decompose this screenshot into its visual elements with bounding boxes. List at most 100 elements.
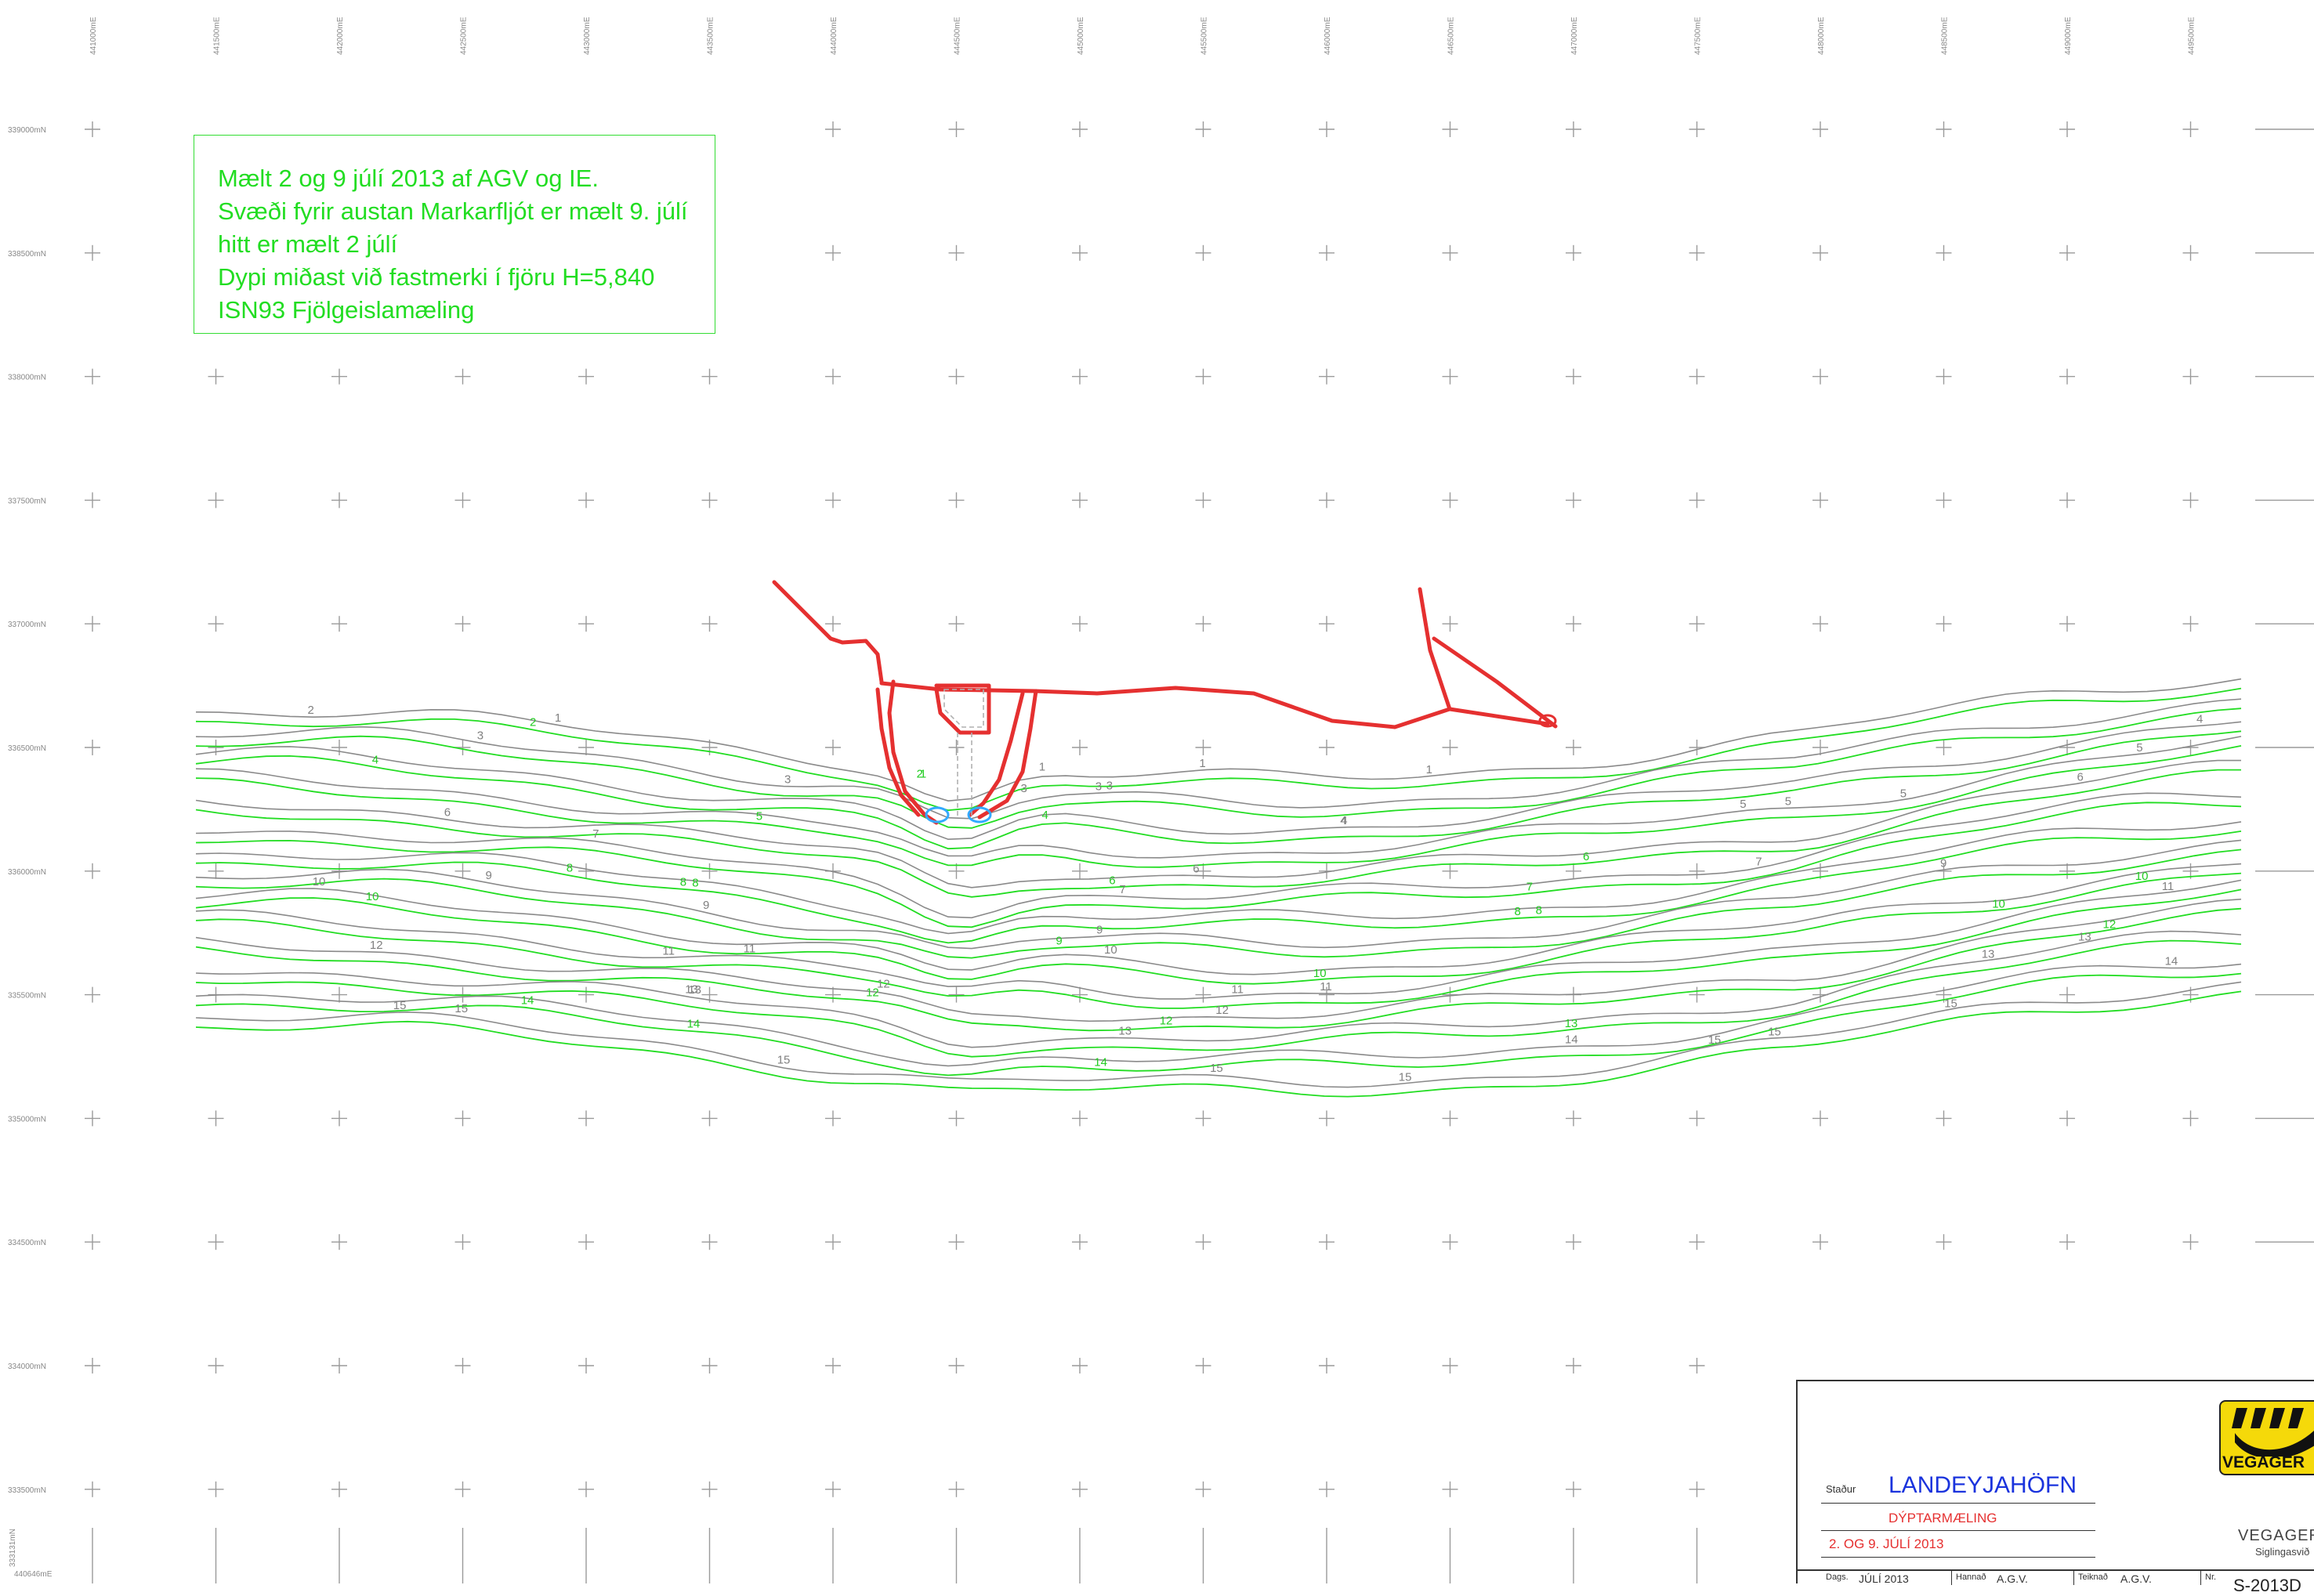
grid-cross bbox=[1689, 863, 1705, 879]
grid-cross bbox=[578, 1234, 594, 1250]
depth-label: 4 bbox=[372, 753, 378, 766]
depth-label: 1 bbox=[920, 767, 926, 780]
depth-contour-6m bbox=[195, 759, 2241, 888]
easting-tick-label: 445000mE bbox=[1077, 16, 1085, 55]
grid-cross bbox=[1566, 368, 1581, 385]
northing-tick-label: 338000mN bbox=[8, 374, 46, 382]
vegagerdin-logo: VEGAGER bbox=[2219, 1400, 2314, 1475]
grid-cross bbox=[1319, 1234, 1334, 1250]
depth-label: 2 bbox=[308, 704, 314, 717]
grid-cross bbox=[825, 368, 841, 385]
grid-cross bbox=[85, 368, 100, 385]
grid-cross bbox=[948, 244, 965, 261]
grid-cross bbox=[1072, 121, 1088, 137]
depth-label: 9 bbox=[703, 899, 709, 912]
depth-contour-15m bbox=[195, 990, 2242, 1098]
grid-cross bbox=[331, 1234, 347, 1250]
easting-tick-label: 441000mE bbox=[89, 16, 98, 55]
drawn-value: A.G.V. bbox=[2120, 1572, 2152, 1585]
grid-cross bbox=[1072, 368, 1088, 385]
easting-tick-label: 446000mE bbox=[1324, 16, 1332, 55]
grid-cross bbox=[1812, 863, 1828, 879]
grid-cross bbox=[208, 368, 224, 385]
depth-label: 9 bbox=[1056, 934, 1062, 947]
depth-contour-3m bbox=[195, 698, 2242, 820]
easting-tick-label: 448500mE bbox=[1941, 16, 1950, 55]
grid-cross bbox=[1566, 1481, 1581, 1497]
easting-tick-label: 449500mE bbox=[2188, 16, 2196, 55]
depth-label: 11 bbox=[1231, 983, 1244, 996]
depth-contour-10m bbox=[195, 863, 2242, 975]
grid-cross bbox=[331, 1481, 347, 1497]
depth-label: 7 bbox=[1755, 856, 1762, 869]
grid-cross bbox=[1072, 492, 1088, 508]
depth-contour-2m bbox=[195, 687, 2242, 812]
depth-label: 10 bbox=[1992, 897, 2005, 910]
title-block: Staður LANDEYJAHÖFN DÝPTARMÆLING 2. OG 9… bbox=[1796, 1380, 2314, 1595]
depth-contour-4m bbox=[195, 721, 2242, 841]
grid-cross bbox=[1812, 740, 1828, 755]
grid-cross bbox=[1195, 121, 1211, 137]
drawn-label: Teiknað bbox=[2078, 1572, 2108, 1582]
grid-cross bbox=[1072, 1358, 1088, 1373]
northing-tick-label: 338500mN bbox=[8, 250, 46, 259]
grid-cross bbox=[1442, 863, 1458, 879]
title-divider-1 bbox=[1821, 1503, 2095, 1504]
northing-tick-label: 333500mN bbox=[8, 1486, 46, 1495]
grid-cross bbox=[1812, 1110, 1828, 1127]
depth-label: 10 bbox=[366, 890, 379, 903]
grid-cross bbox=[1072, 244, 1088, 261]
grid-cross bbox=[1195, 244, 1211, 261]
grid-cross bbox=[331, 492, 347, 508]
grid-cross bbox=[331, 1358, 347, 1373]
grid-cross bbox=[1072, 1110, 1088, 1127]
easting-tick-label: 441500mE bbox=[213, 16, 222, 55]
depth-label: 5 bbox=[1785, 794, 1791, 808]
depth-contour-12m bbox=[195, 898, 2242, 1022]
title-bottom-row bbox=[1798, 1569, 2314, 1571]
grid-cross bbox=[701, 1481, 718, 1497]
grid-cross bbox=[2059, 616, 2075, 632]
grid-cross bbox=[1442, 1358, 1458, 1373]
grid-cross bbox=[948, 740, 965, 755]
grid-cross bbox=[1319, 1481, 1334, 1497]
western-access-road bbox=[772, 580, 884, 684]
grid-cross bbox=[1072, 1234, 1088, 1250]
easting-tick-label: 443000mE bbox=[583, 16, 592, 55]
west-breakwater-outer bbox=[875, 687, 921, 817]
grid-cross bbox=[825, 616, 841, 632]
grid-cross bbox=[2182, 244, 2199, 261]
depth-label: 12 bbox=[1215, 1004, 1229, 1017]
grid-cross bbox=[85, 1234, 100, 1250]
grid-cross bbox=[1566, 1358, 1581, 1373]
grid-cross bbox=[1566, 121, 1581, 137]
easting-tick-label: 449000mE bbox=[2064, 16, 2073, 55]
grid-cross bbox=[331, 616, 347, 632]
depth-contour-4m bbox=[195, 730, 2242, 850]
grid-cross bbox=[331, 986, 347, 1003]
note-line-2: Svæði fyrir austan Markarfljót er mælt 9… bbox=[218, 197, 688, 225]
depth-label: 12 bbox=[877, 977, 890, 990]
number-label: Nr. bbox=[2205, 1572, 2217, 1582]
depth-label: 13 bbox=[2078, 931, 2091, 944]
logo-wordmark: VEGAGER bbox=[2222, 1453, 2305, 1471]
grid-cross bbox=[454, 1234, 471, 1250]
depth-label: 2 bbox=[530, 716, 536, 729]
grid-cross bbox=[1072, 863, 1088, 879]
grid-cross bbox=[1442, 244, 1458, 261]
depth-contour-2m bbox=[195, 678, 2242, 802]
northing-tick-label: 336000mN bbox=[8, 868, 46, 877]
grid-cross bbox=[1442, 492, 1458, 508]
grid-cross bbox=[85, 492, 100, 508]
survey-note-box: Mælt 2 og 9 júlí 2013 af AGV og IE. Svæð… bbox=[194, 135, 715, 334]
depth-contour-6m bbox=[195, 769, 2241, 898]
grid-cross bbox=[1936, 1234, 1952, 1250]
northing-tick-label: 339000mN bbox=[8, 126, 46, 135]
road-end-marker bbox=[1538, 714, 1557, 728]
depth-contour-13m bbox=[195, 939, 2242, 1058]
depth-label: 9 bbox=[1096, 923, 1103, 936]
grid-cross bbox=[208, 1110, 224, 1127]
depth-label: 4 bbox=[1042, 809, 1048, 822]
grid-cross bbox=[331, 1110, 347, 1127]
